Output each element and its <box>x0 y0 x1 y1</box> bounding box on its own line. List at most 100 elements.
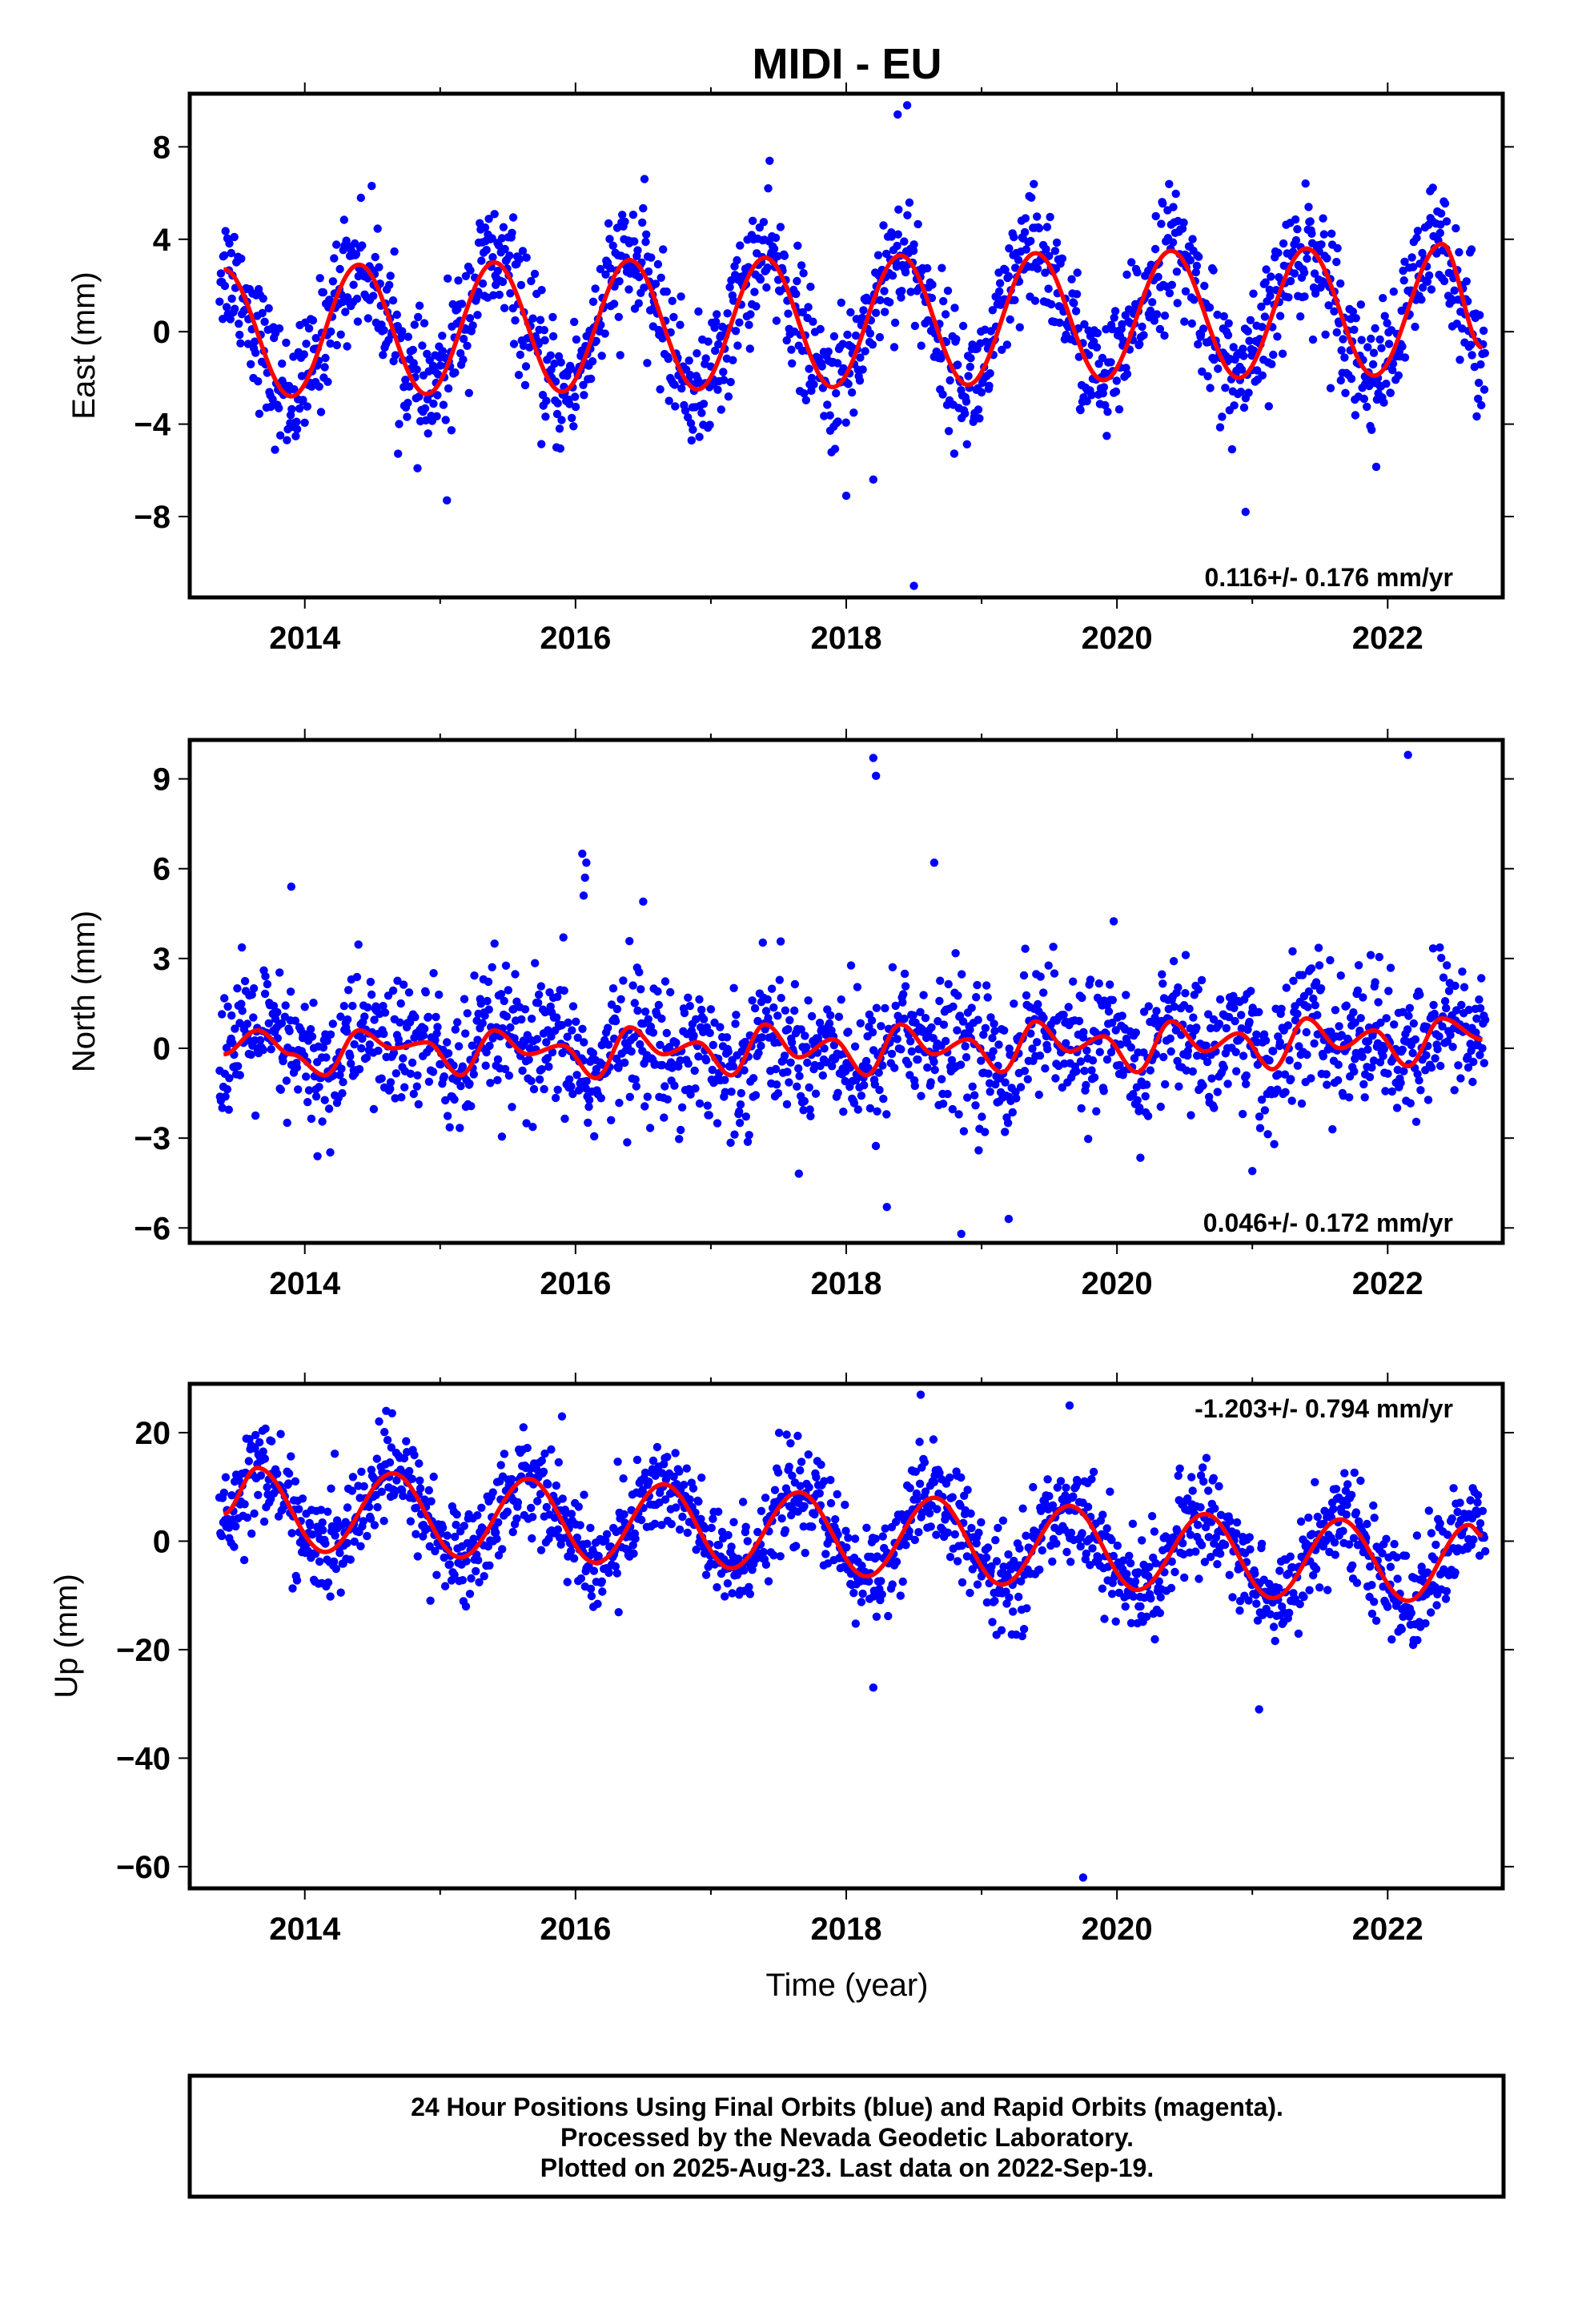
data-point <box>529 1084 539 1094</box>
data-point <box>343 1538 351 1548</box>
data-point <box>907 1047 917 1056</box>
data-point <box>897 1045 905 1054</box>
data-point <box>540 1084 548 1094</box>
data-point <box>363 1003 372 1012</box>
data-point <box>898 998 907 1007</box>
data-point <box>544 1480 552 1489</box>
data-point <box>1206 1023 1215 1033</box>
data-point <box>756 275 765 284</box>
data-point <box>620 217 629 226</box>
data-point <box>1039 988 1048 997</box>
data-point <box>1367 425 1376 434</box>
data-point <box>850 1534 860 1543</box>
data-point <box>1232 1518 1242 1527</box>
outlier-point <box>841 491 851 501</box>
data-point <box>801 396 810 404</box>
data-point <box>656 385 665 394</box>
data-point <box>503 1507 512 1516</box>
data-point <box>355 1064 364 1074</box>
data-point <box>1411 1117 1421 1127</box>
data-point <box>370 1015 379 1024</box>
data-point <box>373 224 382 233</box>
data-point <box>307 1032 317 1041</box>
data-point <box>524 1055 533 1064</box>
data-point <box>968 1082 977 1092</box>
data-point <box>784 309 793 318</box>
data-point <box>1099 383 1109 392</box>
data-point <box>799 1522 808 1531</box>
data-point <box>399 1491 408 1501</box>
data-point <box>316 408 326 416</box>
data-point <box>994 1523 1002 1533</box>
data-point <box>1048 1557 1057 1566</box>
data-point <box>1382 1014 1391 1023</box>
data-point <box>1291 235 1301 245</box>
data-point <box>1224 1012 1234 1022</box>
data-point <box>336 1588 345 1597</box>
data-point <box>537 1456 546 1466</box>
data-point <box>1204 1010 1213 1019</box>
data-point <box>1464 1052 1472 1061</box>
data-point <box>1093 328 1102 338</box>
data-point <box>1087 1066 1096 1075</box>
data-point <box>480 1011 489 1020</box>
data-point <box>1056 1477 1066 1486</box>
data-point <box>1094 979 1104 988</box>
data-point <box>1304 987 1314 996</box>
data-point <box>380 1428 389 1437</box>
data-point <box>1209 1015 1219 1024</box>
data-point <box>1259 1610 1267 1619</box>
data-point <box>837 298 846 308</box>
data-point <box>337 1064 346 1073</box>
data-point <box>1309 994 1318 1003</box>
data-point <box>888 1580 897 1589</box>
data-point <box>544 1062 553 1072</box>
data-point <box>1328 1125 1337 1134</box>
data-point <box>1274 248 1283 257</box>
data-point <box>1202 1041 1211 1051</box>
data-point <box>564 1018 572 1027</box>
data-point <box>1428 944 1438 953</box>
data-point <box>297 372 307 380</box>
data-point <box>299 396 307 404</box>
data-point <box>798 308 807 317</box>
data-point <box>817 362 826 371</box>
data-point <box>1475 995 1484 1004</box>
data-point <box>1472 412 1481 421</box>
data-point <box>856 353 865 362</box>
data-point <box>478 1019 487 1027</box>
data-point <box>703 1101 712 1110</box>
data-point <box>833 359 842 368</box>
data-point <box>1102 1524 1111 1533</box>
data-point <box>1022 1531 1030 1540</box>
data-point <box>553 1085 562 1095</box>
data-point <box>763 263 772 272</box>
data-point <box>433 1023 442 1031</box>
data-point <box>1104 1007 1114 1016</box>
data-point <box>1010 1556 1018 1566</box>
data-point <box>1316 984 1326 993</box>
data-point <box>770 1486 780 1494</box>
data-point <box>1275 1038 1285 1047</box>
data-point <box>273 1470 282 1478</box>
data-point <box>991 1080 1000 1089</box>
data-point <box>1228 1593 1237 1602</box>
data-point <box>516 350 524 360</box>
data-point <box>220 251 229 260</box>
data-point <box>358 241 367 250</box>
data-point <box>1192 261 1202 271</box>
data-point <box>1197 975 1207 985</box>
data-point <box>905 1484 914 1493</box>
data-point <box>1071 307 1081 316</box>
data-point <box>1476 360 1485 369</box>
data-point <box>643 359 652 368</box>
data-point <box>537 1065 546 1074</box>
data-point <box>500 1449 509 1458</box>
data-point <box>1313 1011 1322 1019</box>
data-point <box>504 1071 514 1080</box>
data-point <box>958 1017 968 1026</box>
data-point <box>1480 385 1489 394</box>
data-point <box>1301 179 1310 188</box>
data-point <box>413 1071 422 1080</box>
